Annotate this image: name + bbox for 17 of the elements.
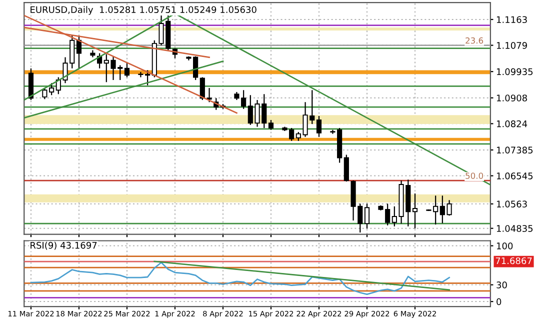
chart-title: EURUSD,Daily 1.05281 1.05751 1.05249 1.05630 (30, 6, 256, 15)
y-tick-label: 1.04835 (496, 225, 533, 232)
annotation: 23.6 (466, 37, 484, 44)
y-tick-label: 1.0908 (496, 94, 527, 102)
y-tick-label: 1.0824 (496, 120, 528, 128)
y-tick-label: 1.1079 (496, 42, 527, 49)
y-tick-label: 0 (496, 298, 502, 306)
y-tick-label: 1.07385 (496, 146, 533, 154)
chart-title: RSI(9) 43.1697 (30, 242, 97, 250)
annotation: 50.0 (466, 172, 484, 179)
y-tick-label: 1.0563 (496, 200, 527, 208)
y-tick-label: 1.1163 (496, 16, 527, 24)
y-tick-label: 30 (496, 282, 507, 288)
ref-line-label: 71.6867 (496, 257, 532, 264)
y-tick-label: 1.09935 (496, 68, 533, 76)
y-tick-label: 100 (496, 242, 513, 250)
y-tick-label: 1.06545 (496, 172, 533, 180)
